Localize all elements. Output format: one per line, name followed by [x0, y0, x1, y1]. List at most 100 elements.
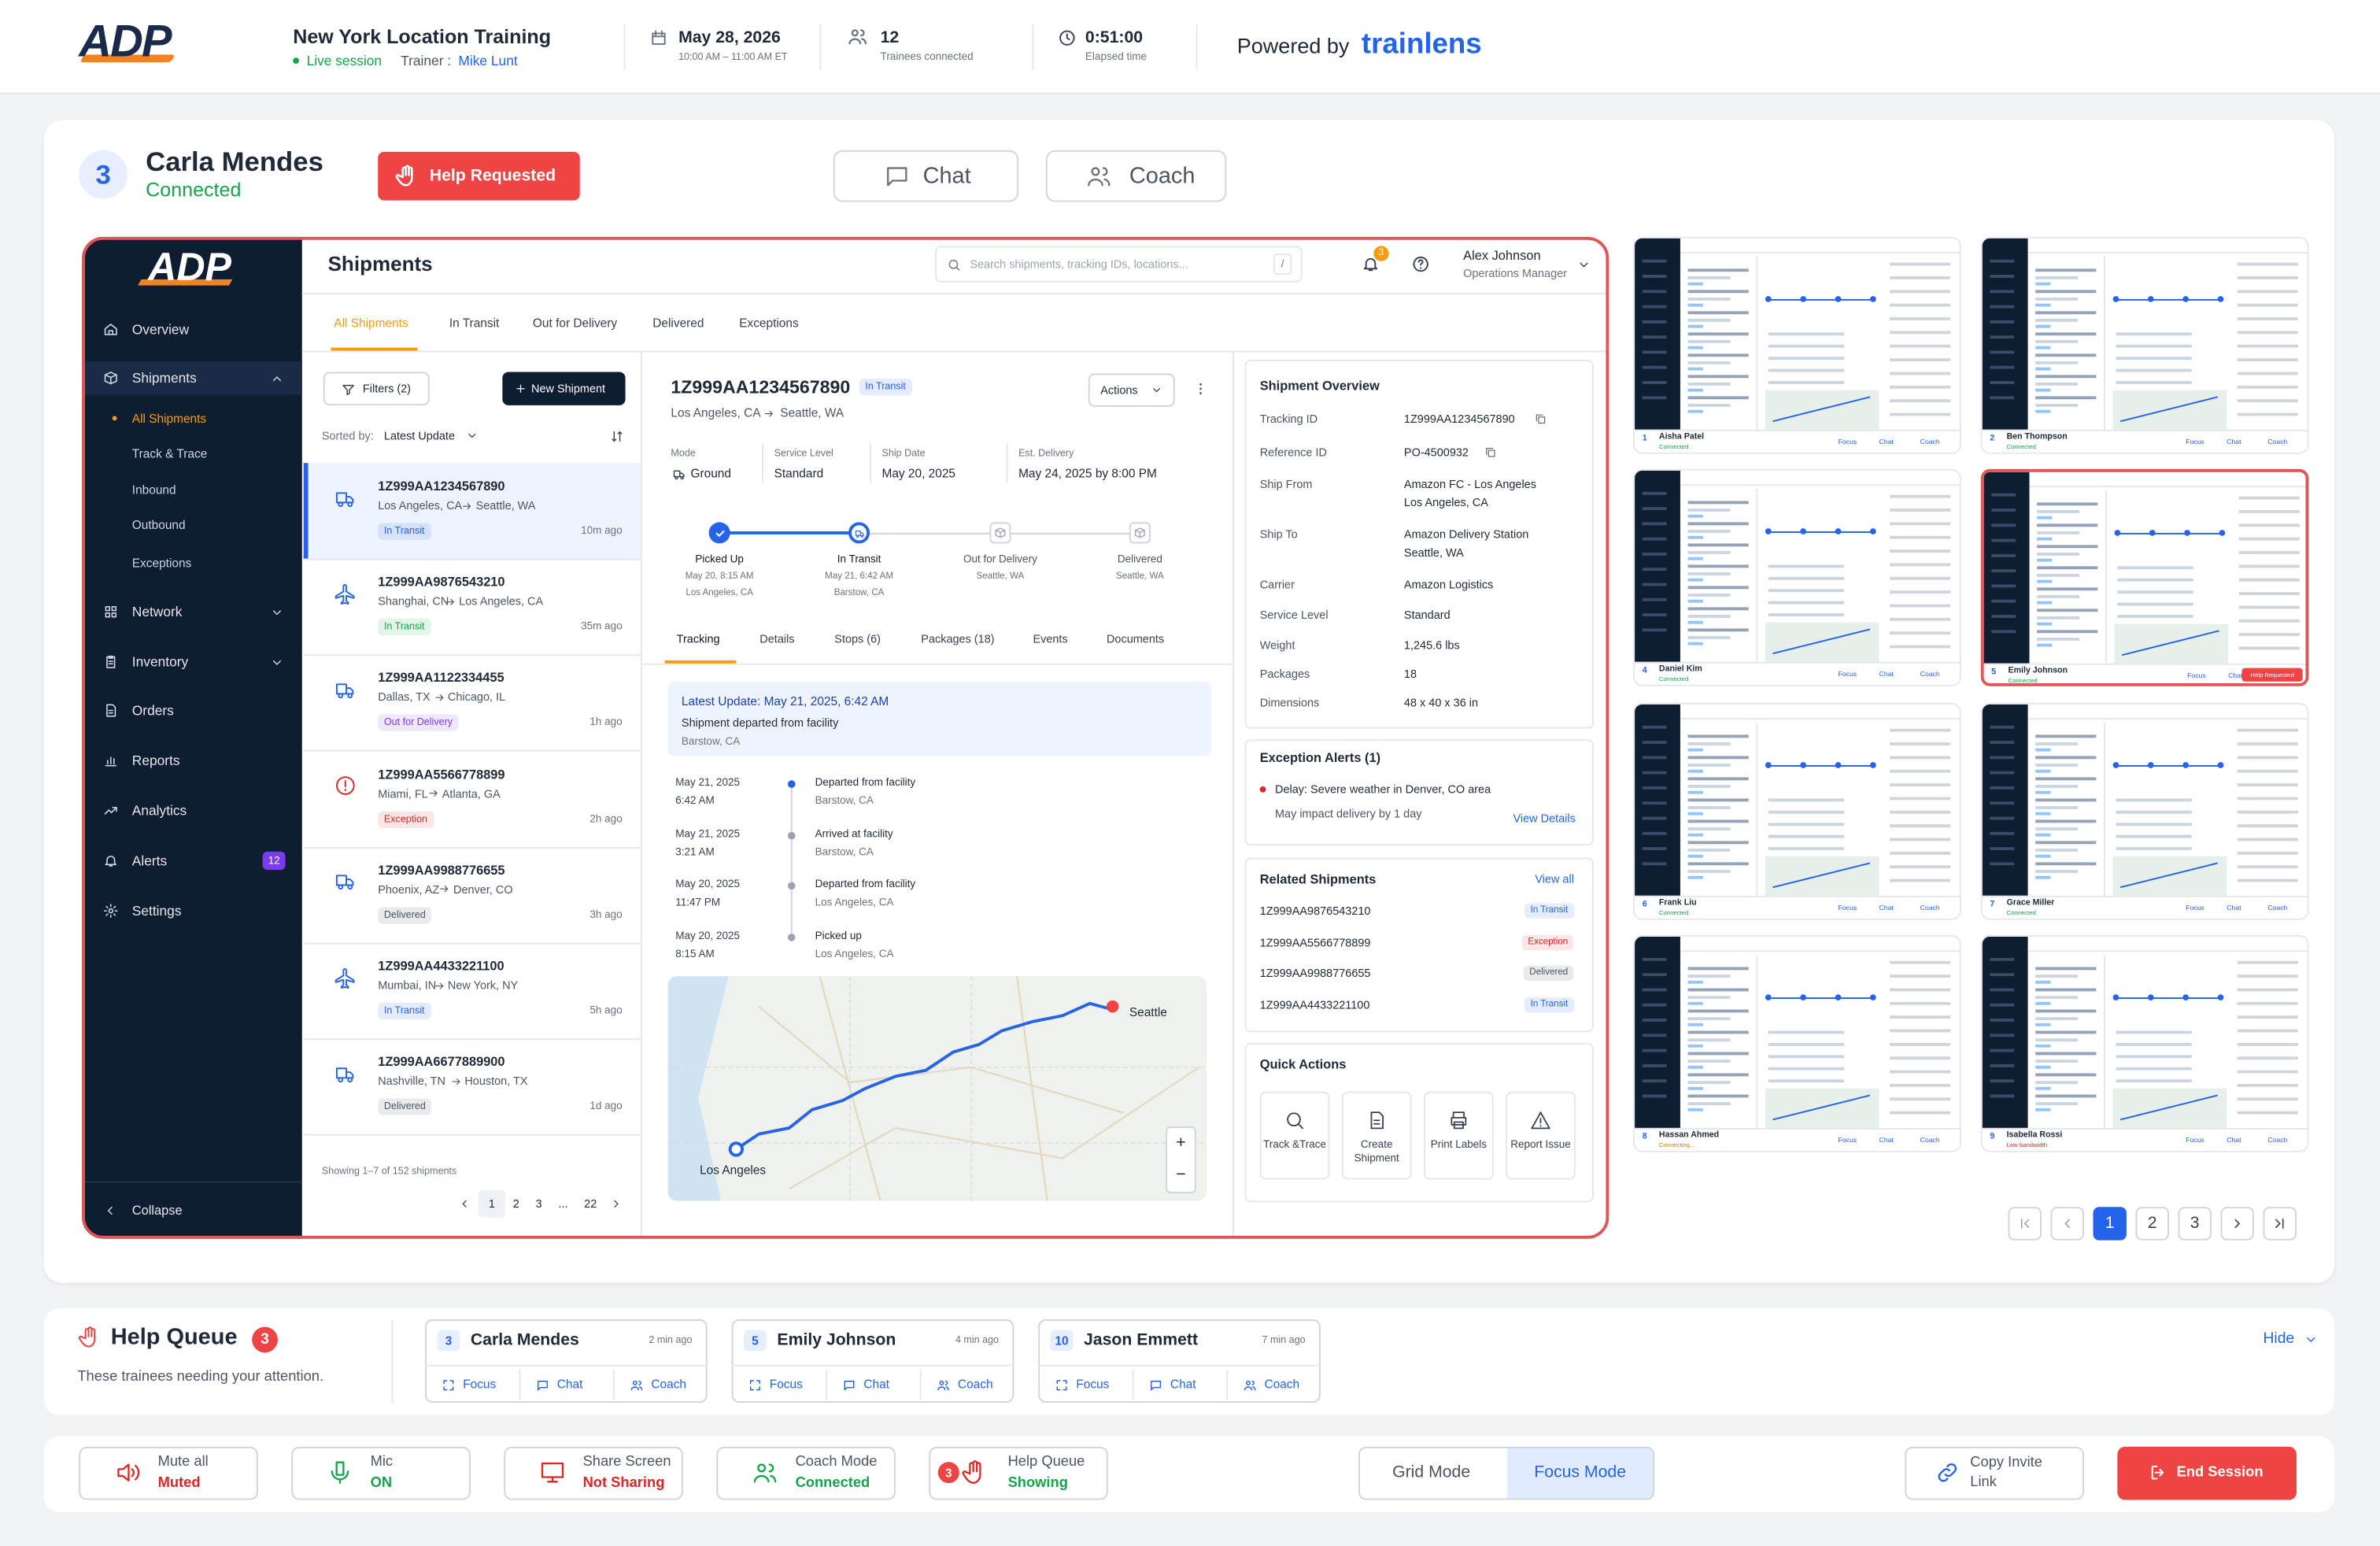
queue-card[interactable]: [731, 1319, 1014, 1403]
sub-nav-item[interactable]: Exceptions: [131, 556, 192, 571]
related-id[interactable]: 1Z999AA5566778899: [1259, 935, 1371, 949]
detail-tab[interactable]: Packages (18): [921, 632, 995, 646]
shipment-id[interactable]: 1Z999AA1122334455: [378, 670, 504, 686]
control-button[interactable]: [504, 1446, 683, 1500]
thumb-action[interactable]: Chat: [2227, 1136, 2241, 1145]
hide-link[interactable]: Hide: [2263, 1330, 2295, 1348]
sub-nav-item[interactable]: Outbound: [131, 518, 186, 532]
thumb-action[interactable]: Coach: [1920, 904, 1940, 912]
nav-item[interactable]: Settings: [131, 903, 182, 919]
trainee-thumbnail[interactable]: 7 Grace Miller Connected Focus Chat Coach: [1980, 702, 2309, 920]
shipment-id[interactable]: 1Z999AA5566778899: [378, 766, 505, 782]
page-button[interactable]: 3: [2178, 1207, 2212, 1241]
shipment-id[interactable]: 1Z999AA1234567890: [378, 478, 505, 494]
queue-card[interactable]: [1038, 1319, 1321, 1403]
page[interactable]: 2: [512, 1196, 519, 1211]
filters-button[interactable]: [323, 372, 430, 405]
thumb-action[interactable]: Coach: [2267, 904, 2288, 912]
thumb-action[interactable]: Chat: [2227, 438, 2241, 446]
related-id[interactable]: 1Z999AA4433221100: [1259, 998, 1370, 1012]
thumb-action[interactable]: Chat: [1879, 438, 1894, 446]
tab[interactable]: Exceptions: [739, 316, 799, 331]
thumb-action[interactable]: Focus: [2186, 438, 2204, 446]
thumb-action[interactable]: Coach: [2267, 438, 2288, 446]
control-button[interactable]: [291, 1446, 471, 1500]
shipment-id[interactable]: 1Z999AA6677889900: [378, 1053, 505, 1070]
queue-action[interactable]: Focus: [463, 1378, 497, 1392]
quick-action[interactable]: [1341, 1091, 1412, 1180]
tab[interactable]: Delivered: [652, 316, 704, 331]
page-button[interactable]: [2050, 1207, 2084, 1241]
copy-invite-button[interactable]: [1905, 1446, 2084, 1500]
thumb-action[interactable]: Focus: [1838, 1136, 1857, 1145]
queue-action[interactable]: Focus: [1076, 1378, 1110, 1392]
control-button[interactable]: [716, 1446, 896, 1500]
quick-action[interactable]: [1423, 1091, 1494, 1180]
thumb-action[interactable]: Coach: [2267, 1136, 2288, 1145]
end-session-button[interactable]: [2117, 1446, 2297, 1500]
trainee-thumbnail[interactable]: 2 Ben Thompson Connected Focus Chat Coach: [1980, 236, 2309, 454]
thumb-action[interactable]: Chat: [2227, 904, 2241, 912]
trainee-thumbnail[interactable]: 9 Isabella Rossi Low bandwidth Focus Chat Coa…: [1980, 934, 2309, 1152]
sub-nav-item[interactable]: Inbound: [131, 483, 176, 497]
tab[interactable]: Out for Delivery: [532, 316, 618, 331]
detail-tab[interactable]: Documents: [1106, 632, 1165, 646]
nav-item[interactable]: Alerts: [131, 853, 168, 869]
actions-button[interactable]: [1088, 373, 1175, 407]
trainee-thumbnail[interactable]: 8 Hassan Ahmed Connecting... Focus Chat Coach: [1633, 934, 1961, 1152]
tab[interactable]: In Transit: [449, 316, 500, 331]
nav-item[interactable]: Reports: [131, 753, 180, 768]
coach-button[interactable]: [1045, 150, 1227, 202]
quick-action[interactable]: [1259, 1091, 1330, 1180]
sub-nav-item[interactable]: All Shipments: [131, 412, 207, 426]
exception-link[interactable]: View Details: [1513, 811, 1576, 826]
focus-mode[interactable]: Focus Mode: [1534, 1463, 1627, 1482]
thumb-action[interactable]: Focus: [2186, 1136, 2204, 1145]
quick-action[interactable]: [1506, 1091, 1576, 1180]
trainee-thumbnail[interactable]: 4 Daniel Kim Connected Focus Chat Coach: [1633, 468, 1961, 686]
queue-action[interactable]: Coach: [1264, 1378, 1300, 1392]
control-button[interactable]: [79, 1446, 258, 1500]
thumb-action[interactable]: Focus: [2186, 904, 2204, 912]
queue-action[interactable]: Chat: [556, 1378, 583, 1392]
nav-item[interactable]: Shipments: [131, 370, 197, 386]
shipment-id[interactable]: 1Z999AA9988776655: [378, 862, 505, 878]
page[interactable]: 1: [488, 1196, 495, 1211]
thumb-action[interactable]: Chat: [1879, 670, 1894, 679]
chat-button[interactable]: [833, 150, 1019, 202]
detail-tab[interactable]: Events: [1033, 632, 1068, 646]
detail-tab[interactable]: Tracking: [676, 632, 720, 646]
nav-item[interactable]: Overview: [131, 321, 190, 338]
shipment-id[interactable]: 1Z999AA4433221100: [378, 957, 504, 974]
nav-item[interactable]: Orders: [131, 702, 174, 719]
detail-tab[interactable]: Details: [759, 632, 795, 646]
sub-nav-item[interactable]: Track & Trace: [131, 446, 208, 461]
related-id[interactable]: 1Z999AA9876543210: [1259, 904, 1371, 918]
page-button[interactable]: 1: [2093, 1207, 2127, 1241]
thumb-action[interactable]: Focus: [1838, 438, 1857, 446]
nav-item[interactable]: Network: [131, 604, 183, 620]
thumb-action[interactable]: Chat: [1879, 1136, 1894, 1145]
thumb-action[interactable]: Coach: [1920, 1136, 1940, 1145]
thumb-action[interactable]: Coach: [1920, 670, 1940, 679]
zoom-in[interactable]: +: [1176, 1134, 1186, 1152]
nav-item[interactable]: Analytics: [131, 803, 187, 819]
queue-action[interactable]: Coach: [651, 1378, 686, 1392]
thumb-action[interactable]: Chat: [2228, 671, 2243, 680]
collapse[interactable]: Collapse: [131, 1202, 183, 1218]
page-button[interactable]: [2220, 1207, 2254, 1241]
page-button[interactable]: 2: [2135, 1207, 2169, 1241]
page[interactable]: 3: [535, 1196, 542, 1211]
trainee-thumbnail[interactable]: 6 Frank Liu Connected Focus Chat Coach: [1633, 702, 1961, 920]
page[interactable]: ...: [558, 1196, 568, 1211]
thumb-action[interactable]: Focus: [1838, 670, 1857, 679]
thumb-action[interactable]: Chat: [1879, 904, 1894, 912]
related-id[interactable]: 1Z999AA9988776655: [1259, 967, 1371, 981]
thumb-action[interactable]: Focus: [2187, 671, 2206, 680]
queue-action[interactable]: Coach: [957, 1378, 993, 1392]
thumb-action[interactable]: Coach: [1920, 438, 1940, 446]
nav-item[interactable]: Inventory: [131, 654, 189, 670]
zoom-out[interactable]: −: [1176, 1166, 1186, 1185]
related-link[interactable]: View all: [1535, 871, 1574, 886]
